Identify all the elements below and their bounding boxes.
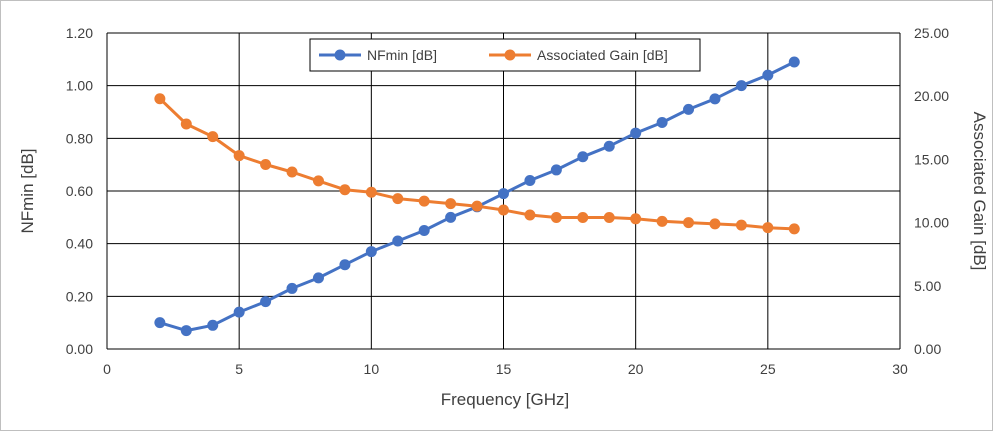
- associated-gain-point: [312, 175, 324, 187]
- nfmin-point: [524, 174, 536, 186]
- nfmin-point: [550, 164, 562, 176]
- nfmin-point: [630, 127, 642, 139]
- associated-gain-point: [656, 215, 668, 227]
- nfmin-point: [233, 306, 245, 318]
- associated-gain-point: [286, 166, 298, 178]
- associated-gain-point: [180, 118, 192, 130]
- legend: NFmin [dB] Associated Gain [dB]: [309, 38, 701, 72]
- y-axis-title: NFmin [dB]: [18, 148, 37, 233]
- associated-gain-point: [471, 200, 483, 212]
- y2-axis-title: Associated Gain [dB]: [970, 112, 989, 271]
- grid: [106, 32, 901, 350]
- associated-gain-point: [709, 218, 721, 230]
- nfmin-line: [159, 60, 795, 333]
- nfmin-point: [656, 117, 668, 129]
- associated-gain-point: [498, 204, 509, 216]
- associated-gain-point: [445, 198, 457, 210]
- legend-nfmin-marker: [334, 49, 346, 61]
- associated-gain-point: [762, 222, 774, 234]
- nfmin-point: [683, 103, 695, 115]
- y-tick-label: 0.60: [66, 183, 93, 199]
- y2-tick-label: 15.00: [914, 151, 949, 167]
- x-tick-label: 20: [628, 361, 644, 377]
- associated-gain-point: [630, 213, 642, 225]
- associated-gain-point: [577, 212, 589, 224]
- nfmin-point: [154, 317, 166, 329]
- associated-gain-point: [603, 212, 615, 224]
- associated-gain-point: [365, 186, 377, 198]
- y-tick-label: 1.20: [66, 25, 93, 41]
- associated-gain-point: [735, 219, 747, 231]
- y2-tick-label: 5.00: [914, 278, 941, 294]
- x-tick-label: 25: [760, 361, 776, 377]
- y2-tick-label: 0.00: [914, 341, 941, 357]
- y-tick-label: 0.40: [66, 236, 93, 252]
- nfmin-point: [286, 282, 298, 294]
- legend-nfmin-label: NFmin [dB]: [367, 47, 437, 63]
- nfmin-point: [392, 235, 404, 247]
- nfmin-point: [207, 319, 219, 331]
- x-axis-title: Frequency [GHz]: [441, 390, 570, 409]
- associated-gain-point: [207, 131, 219, 143]
- nfmin-point: [339, 259, 351, 271]
- series: [154, 56, 800, 337]
- axes: 0.00 0.20 0.40 0.60 0.80 1.00 1.20 0 5 10 15 20 25 30…: [66, 25, 949, 377]
- associated-gain-point: [233, 150, 245, 162]
- nfmin-point: [445, 211, 457, 223]
- nfmin-point: [180, 325, 192, 337]
- x-tick-label: 10: [364, 361, 380, 377]
- nfmin-point: [418, 225, 430, 236]
- associated-gain-point: [339, 184, 351, 196]
- associated-gain-point: [418, 195, 430, 207]
- associated-gain-point: [392, 193, 404, 205]
- associated-gain-point: [154, 93, 166, 105]
- nfmin-point: [365, 246, 377, 258]
- associated-gain-point: [683, 217, 695, 229]
- nfmin-point: [498, 188, 509, 200]
- nfmin-point: [788, 56, 800, 68]
- nfmin-point: [735, 80, 747, 92]
- y-tick-label: 1.00: [66, 78, 93, 94]
- x-tick-label: 15: [496, 361, 512, 377]
- nfmin-point: [709, 93, 721, 105]
- nfmin-point: [577, 151, 589, 163]
- associated-gain-point: [524, 209, 536, 221]
- nfmin-point: [312, 272, 324, 284]
- y-tick-label: 0.80: [66, 130, 93, 146]
- y-tick-label: 0.00: [66, 341, 93, 357]
- associated-gain-point: [260, 158, 272, 170]
- legend-associated-gain-label: Associated Gain [dB]: [537, 47, 668, 63]
- associated-gain-point: [550, 212, 562, 224]
- y2-tick-label: 25.00: [914, 25, 949, 41]
- y2-tick-label: 20.00: [914, 88, 949, 104]
- x-tick-label: 5: [235, 361, 243, 377]
- x-tick-label: 0: [103, 361, 111, 377]
- legend-associated-gain-marker: [504, 49, 516, 61]
- nfmin-point: [260, 296, 272, 308]
- y2-tick-label: 10.00: [914, 215, 949, 231]
- x-tick-label: 30: [892, 361, 908, 377]
- y-tick-label: 0.20: [66, 288, 93, 304]
- associated-gain-point: [788, 223, 800, 235]
- nfmin-point: [603, 140, 615, 152]
- nfmin-point: [762, 69, 774, 81]
